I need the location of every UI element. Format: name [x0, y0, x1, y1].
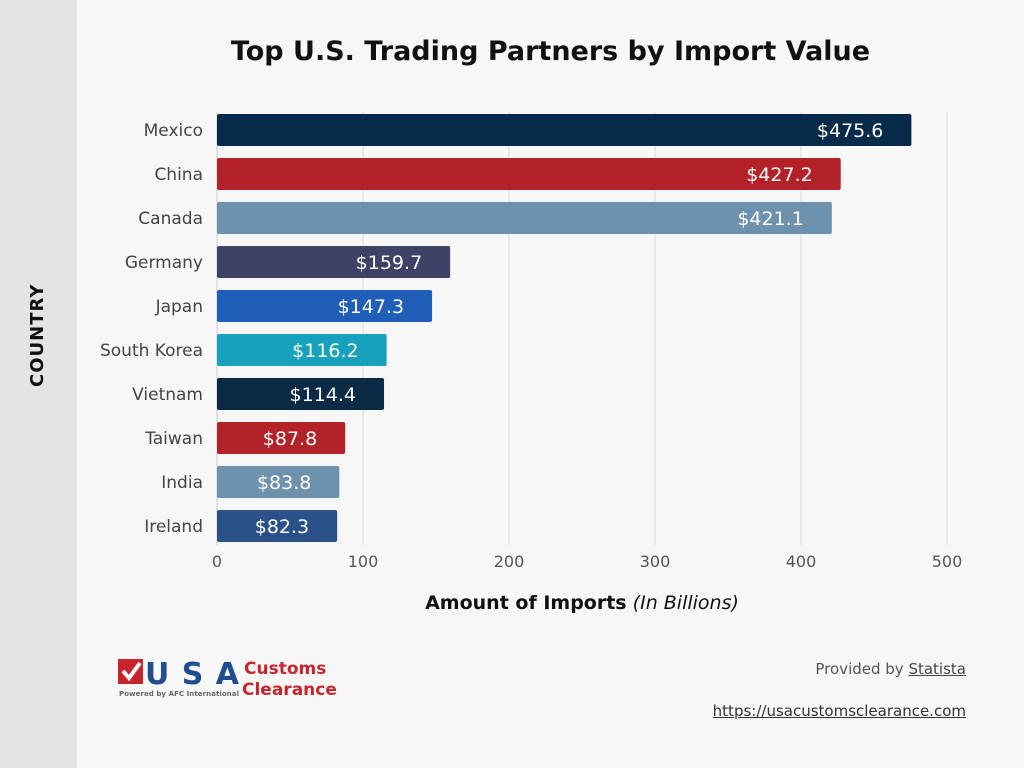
bar [217, 378, 385, 410]
source-link[interactable]: Statista [908, 660, 966, 678]
category-label: India [161, 473, 203, 493]
bar [217, 510, 338, 542]
x-tick-label: 200 [494, 552, 525, 571]
bar [217, 466, 340, 498]
category-label: Vietnam [132, 385, 203, 405]
x-tick-label: 300 [640, 552, 671, 571]
category-label: Germany [125, 253, 203, 273]
category-label: Canada [138, 209, 203, 229]
chart-title: Top U.S. Trading Partners by Import Valu… [230, 36, 871, 67]
data-label: $87.8 [263, 428, 317, 450]
data-label: $83.8 [257, 472, 311, 494]
x-axis-label-main: Amount of Imports [425, 592, 627, 614]
bar [217, 202, 832, 234]
x-tick-label: 100 [348, 552, 379, 571]
category-label: China [154, 165, 203, 185]
svg-text:Powered by AFC International: Powered by AFC International [119, 690, 239, 698]
data-label: $147.3 [338, 296, 404, 318]
data-label: $114.4 [290, 384, 356, 406]
data-label: $159.7 [356, 252, 422, 274]
bar-chart: 0 100 200 300 400 500 Mexico $475.6 China $427.2 C… [100, 112, 963, 571]
category-label: Taiwan [144, 429, 203, 449]
x-tick-label: 400 [786, 552, 817, 571]
x-tick-label: 0 [212, 552, 222, 571]
data-label: $421.1 [737, 208, 803, 230]
category-label: Ireland [144, 517, 203, 537]
bar [217, 114, 912, 146]
bar [217, 158, 841, 190]
data-label: $475.6 [817, 120, 883, 142]
x-tick-label: 500 [932, 552, 963, 571]
svg-text:Customs: Customs [244, 659, 326, 679]
website-link[interactable]: https://usacustomsclearance.com [712, 702, 966, 720]
category-label: Japan [155, 297, 203, 317]
svg-text:Clearance: Clearance [242, 680, 337, 698]
bar [217, 290, 433, 322]
source-credit: Provided by Statista [815, 660, 966, 678]
data-label: $82.3 [255, 516, 309, 538]
category-label: South Korea [100, 341, 203, 361]
bar [217, 246, 451, 278]
data-label: $116.2 [292, 340, 358, 362]
data-label: $427.2 [746, 164, 812, 186]
svg-text:USA: USA [145, 657, 240, 692]
category-label: Mexico [144, 121, 203, 141]
bar [217, 422, 346, 454]
usa-customs-clearance-logo: USA Powered by AFC International Customs… [118, 657, 337, 698]
x-axis-label: Amount of Imports (In Billions) [217, 592, 947, 614]
y-axis-label: COUNTRY [27, 283, 48, 387]
x-axis-label-note: (In Billions) [632, 592, 739, 614]
side-strip [0, 0, 77, 768]
bar [217, 334, 387, 366]
source-prefix: Provided by [815, 660, 904, 678]
